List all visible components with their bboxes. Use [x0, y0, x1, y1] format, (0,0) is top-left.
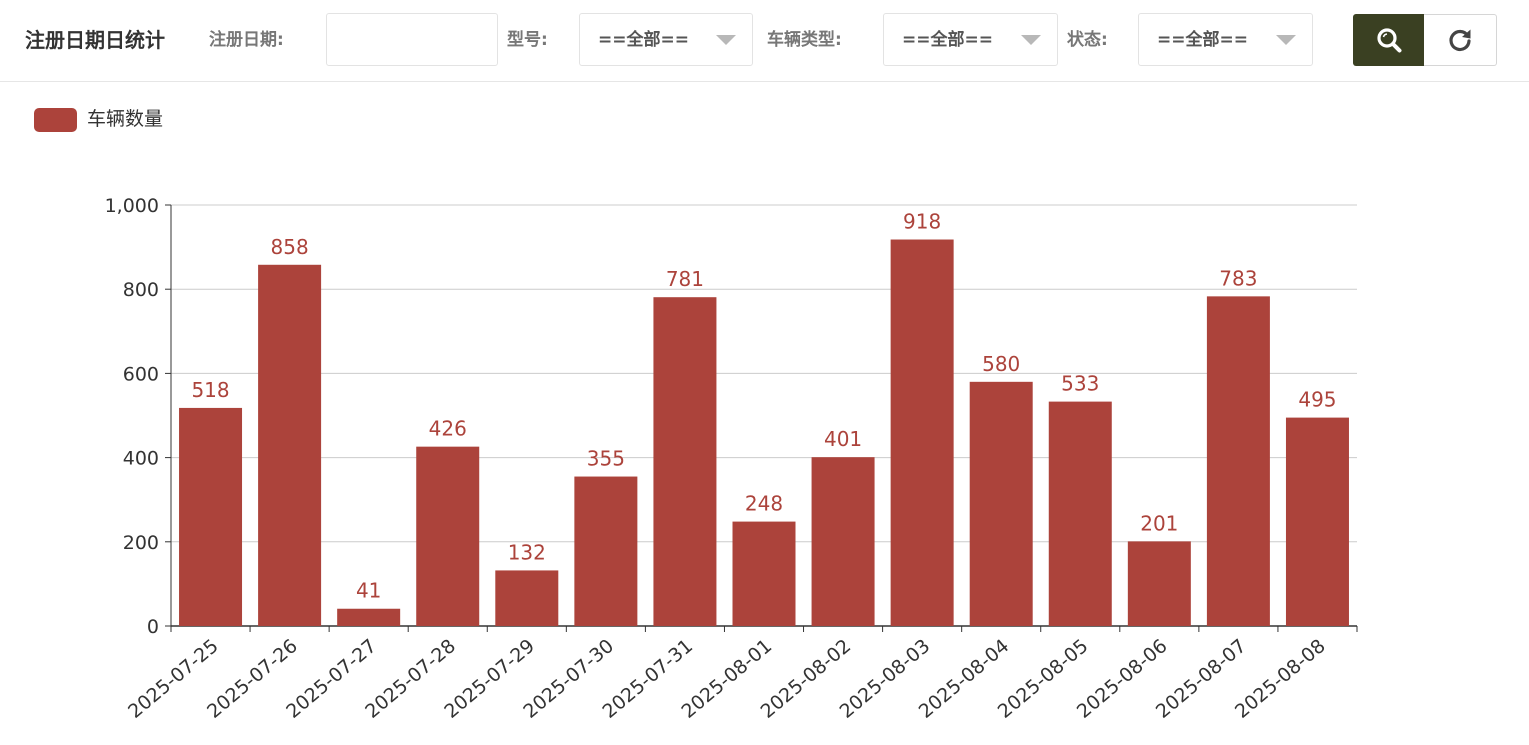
data-label: 355	[587, 447, 625, 471]
chevron-down-icon	[1021, 35, 1041, 45]
data-label: 248	[745, 492, 783, 516]
bar	[337, 608, 401, 626]
status-select-value: ==全部==	[1157, 30, 1248, 50]
data-label: 495	[1298, 388, 1336, 412]
bar	[1206, 296, 1270, 626]
search-button[interactable]	[1353, 14, 1425, 66]
legend-label[interactable]: 车辆数量	[87, 108, 164, 130]
data-label: 132	[508, 540, 546, 564]
chevron-down-icon	[1276, 35, 1296, 45]
bar	[811, 457, 875, 626]
y-tick-label: 0	[147, 616, 159, 638]
date-filter-label: 注册日期:	[209, 30, 284, 50]
chevron-down-icon	[716, 35, 736, 45]
data-label: 783	[1219, 266, 1257, 290]
y-tick-label: 600	[123, 363, 159, 385]
page-title: 注册日期日统计	[25, 28, 165, 52]
data-label: 201	[1140, 511, 1178, 535]
data-label: 533	[1061, 372, 1099, 396]
model-select-value: ==全部==	[598, 30, 689, 50]
y-tick-label: 400	[123, 448, 159, 470]
legend-swatch[interactable]	[34, 108, 77, 132]
refresh-icon	[1449, 29, 1471, 52]
status-filter-label: 状态:	[1067, 30, 1108, 50]
bar	[495, 570, 559, 626]
bar	[732, 521, 796, 626]
date-input[interactable]	[326, 13, 498, 66]
bar	[416, 446, 480, 626]
data-label: 41	[356, 579, 381, 603]
bar	[574, 476, 638, 626]
vehicle-type-select[interactable]: ==全部==	[883, 13, 1058, 66]
bar	[653, 297, 717, 626]
vehicle-type-select-value: ==全部==	[902, 30, 993, 50]
y-tick-label: 800	[123, 279, 159, 301]
y-tick-label: 1,000	[105, 195, 159, 217]
bar	[179, 407, 243, 626]
data-label: 426	[429, 417, 467, 441]
data-label: 401	[824, 427, 862, 451]
bar	[1048, 401, 1112, 626]
bar	[890, 239, 954, 626]
data-label: 518	[191, 378, 229, 402]
bar	[258, 264, 322, 626]
model-select[interactable]: ==全部==	[579, 13, 753, 66]
model-filter-label: 型号:	[507, 30, 548, 50]
filter-toolbar: 注册日期日统计 注册日期: 型号: ==全部== 车辆类型: ==全部== 状态…	[0, 0, 1529, 82]
data-label: 918	[903, 210, 941, 234]
search-icon	[1377, 28, 1402, 53]
refresh-button[interactable]	[1424, 14, 1497, 66]
data-label: 858	[271, 235, 309, 259]
bar	[1127, 541, 1191, 626]
vehicle-type-filter-label: 车辆类型:	[767, 30, 842, 50]
data-label: 781	[666, 267, 704, 291]
y-tick-label: 200	[123, 532, 159, 554]
data-label: 580	[982, 352, 1020, 376]
bar	[969, 381, 1033, 626]
bar	[1285, 417, 1349, 626]
status-select[interactable]: ==全部==	[1138, 13, 1313, 66]
